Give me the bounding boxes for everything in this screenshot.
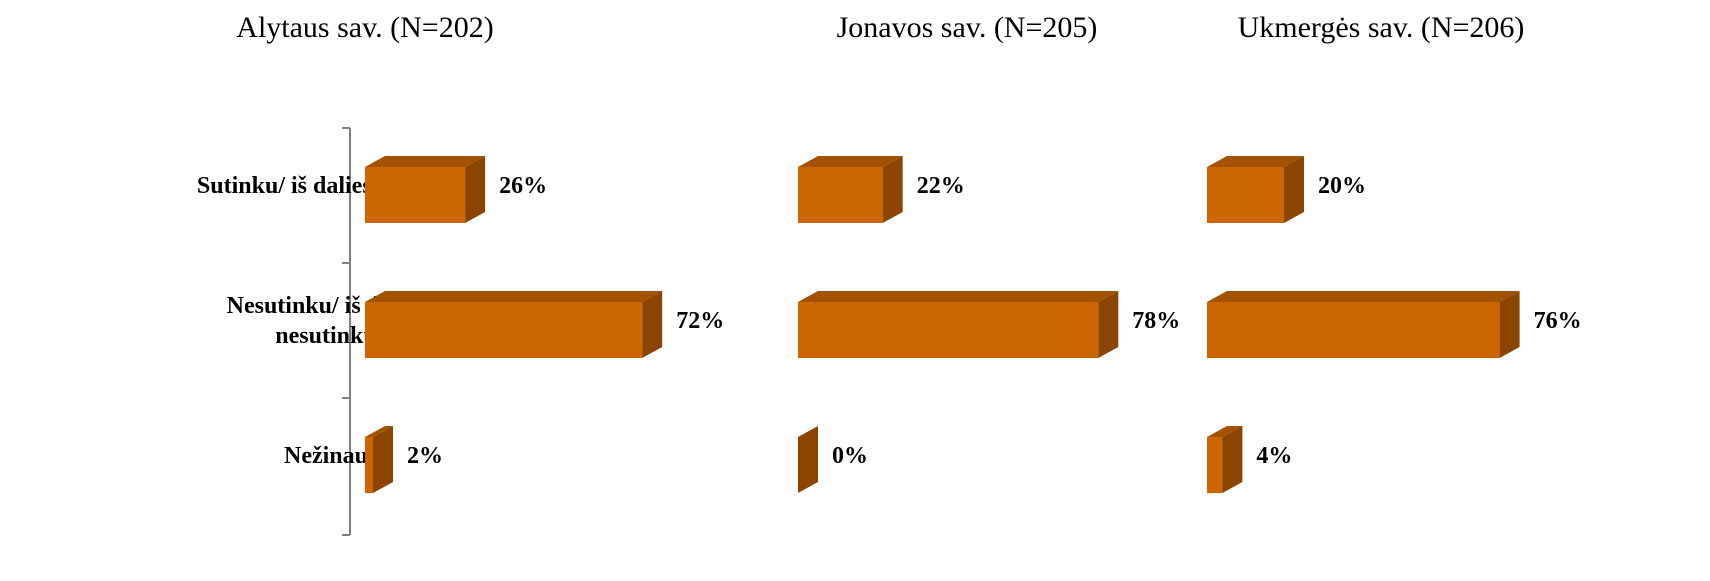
bar-top (1207, 291, 1520, 302)
bar-side (1284, 156, 1304, 223)
bar-side (1499, 291, 1520, 358)
data-label: 0% (832, 443, 868, 469)
bar-top (365, 426, 393, 437)
bar-top (798, 156, 903, 167)
panel-title: Jonavos sav. (N=205) (837, 11, 1098, 44)
data-label: 20% (1318, 173, 1366, 199)
bar-side (1222, 426, 1243, 493)
data-label: 72% (676, 308, 724, 334)
bar-side (882, 156, 903, 223)
bar-top (1207, 426, 1243, 437)
bar-side (798, 426, 818, 493)
bar-side (642, 291, 663, 358)
bar-side (465, 156, 486, 223)
bar-front (365, 437, 373, 493)
bar (1207, 426, 1243, 493)
bar (365, 156, 486, 223)
bar-front (1207, 437, 1223, 493)
bar (798, 156, 903, 223)
bar-front (1207, 167, 1284, 223)
bar-top (365, 291, 663, 302)
bar-front (365, 302, 643, 358)
panel-title: Ukmergės sav. (N=206) (1238, 11, 1525, 44)
bar-side (373, 426, 393, 493)
bar-top (798, 291, 1119, 302)
data-label: 2% (407, 443, 443, 469)
data-label: 78% (1132, 308, 1180, 334)
bar-side (1098, 291, 1119, 358)
bar-top (365, 156, 486, 167)
bar (365, 426, 393, 493)
bar-front (798, 167, 883, 223)
bar-top (1207, 156, 1304, 167)
bar (1207, 291, 1520, 358)
bar-front (1207, 302, 1500, 358)
bar (798, 291, 1119, 358)
bar (365, 291, 663, 358)
data-label: 26% (499, 173, 547, 199)
category-label: Nežinau (284, 443, 368, 469)
data-label: 4% (1256, 443, 1292, 469)
bar (1207, 156, 1304, 223)
data-label: 76% (1534, 308, 1582, 334)
data-label: 22% (917, 173, 965, 199)
panel-title: Alytaus sav. (N=202) (236, 11, 493, 44)
bar-front (798, 302, 1099, 358)
bar (798, 426, 818, 493)
category-label: nesutinku (275, 323, 376, 349)
bar-front (365, 167, 466, 223)
